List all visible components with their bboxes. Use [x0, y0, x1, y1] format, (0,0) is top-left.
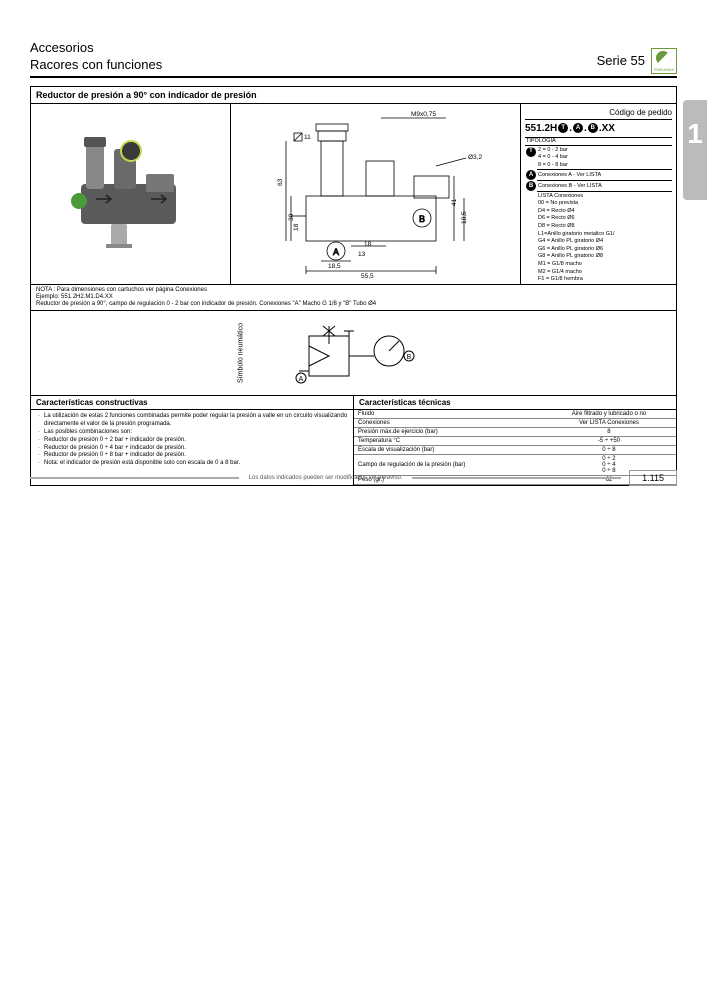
svg-text:18: 18 — [293, 224, 300, 232]
tipologia-header: TIPOLOGÍA — [525, 137, 672, 146]
lista-7: G8 = Anillo PL giratorio Ø8 — [537, 253, 672, 261]
const-2: Reductor de presión 0 ÷ 2 bar + indicado… — [44, 437, 348, 445]
svg-text:13: 13 — [358, 251, 366, 258]
page: 1 Accesorios Racores con funciones Serie… — [0, 0, 707, 506]
page-footer: Los datos indicados pueden ser modificad… — [30, 470, 677, 486]
lista-5: G4 = Anillo PL giratorio Ø4 — [537, 238, 672, 246]
order-code-panel: Código de pedido 551.2H T . A . B .XX TI… — [521, 104, 676, 284]
tr3c0: Temperatura °C — [354, 437, 542, 446]
svg-text:63: 63 — [277, 179, 284, 187]
page-number: 1.115 — [629, 470, 677, 486]
notes-row: NOTA : Para dimensiones con cartuchos ve… — [31, 284, 676, 311]
lista-8: M1 = G1/8 macho — [537, 261, 672, 269]
lista-3: D8 = Recto Ø8 — [537, 223, 672, 231]
product-photo — [56, 129, 206, 259]
order-table: TIPOLOGÍA T2 = 0 - 2 bar 4 = 0 - 4 bar 8… — [525, 137, 672, 284]
tr1c1: Ver LISTA Conexiones — [542, 419, 676, 428]
lista-0: 00 = No prevista — [537, 200, 672, 208]
pneumatic-symbol: A B — [279, 316, 429, 391]
footer-disclaimer: Los datos indicados pueden ser modificad… — [239, 475, 413, 481]
footer-line-right — [412, 477, 621, 479]
svg-text:18,5: 18,5 — [461, 211, 468, 224]
svg-text:Ø3,2: Ø3,2 — [468, 154, 482, 161]
constructive-list: La utilización de estas 2 funciones comb… — [31, 410, 353, 471]
svg-text:M9x0,75: M9x0,75 — [411, 111, 436, 118]
tr2c0: Presión máx.de ejercicio (bar) — [354, 428, 542, 437]
tip-0: 2 = 0 - 2 bar — [537, 146, 672, 154]
svg-text:18,5: 18,5 — [328, 263, 341, 270]
order-code: 551.2H T . A . B .XX — [525, 123, 672, 134]
code-sep1: . — [569, 123, 572, 134]
svg-text:B: B — [418, 214, 424, 224]
logo-text: PNEUMAX — [654, 68, 674, 72]
lista-header: LISTA Conexiones — [537, 192, 672, 200]
svg-text:41: 41 — [451, 199, 458, 207]
svg-text:30: 30 — [288, 214, 295, 222]
svg-text:18: 18 — [364, 241, 372, 248]
svg-text:A: A — [298, 376, 303, 383]
tr0c0: Fluido — [354, 410, 542, 419]
note-3: Reductor de presión a 90°, campo de regu… — [36, 301, 671, 308]
const-5: Nota: el indicador de presión está dispo… — [44, 460, 348, 468]
section-title: Reductor de presión a 90° con indicador … — [30, 86, 677, 103]
note-1: NOTA : Para dimensiones con cartuchos ve… — [36, 287, 671, 294]
series-label: Serie 55 — [597, 53, 645, 68]
symbol-label: Símbolo neumático — [237, 323, 244, 383]
tip-1: 4 = 0 - 4 bar — [537, 154, 672, 162]
content-box: A B — [30, 103, 677, 487]
lista-2: D6 = Recto Ø6 — [537, 215, 672, 223]
svg-text:B: B — [406, 354, 411, 361]
const-3: Reductor de presión 0 ÷ 4 bar + indicado… — [44, 445, 348, 453]
code-sep2: . — [584, 123, 587, 134]
section-tab: 1 — [683, 100, 707, 200]
header-titles: Accesorios Racores con funciones — [30, 40, 162, 74]
conexB-header: Conexiones B - Ver LISTA — [537, 181, 672, 192]
product-photo-area — [31, 104, 231, 284]
tr0c1: Aire filtrado y lubricado o no — [542, 410, 676, 419]
page-header: Accesorios Racores con funciones Serie 5… — [30, 40, 677, 78]
code-b-icon: B — [588, 123, 598, 133]
code-suffix: .XX — [599, 123, 615, 134]
const-4: Reductor de presión 0 ÷ 8 bar + indicado… — [44, 452, 348, 460]
const-0: La utilización de estas 2 funciones comb… — [44, 413, 348, 429]
svg-text:55,5: 55,5 — [361, 273, 374, 280]
header-line2: Racores con funciones — [30, 57, 162, 74]
pneumatic-symbol-row: Símbolo neumático A — [31, 310, 676, 395]
svg-text:11: 11 — [304, 134, 311, 141]
order-title: Código de pedido — [525, 108, 672, 120]
lista-6: G6 = Anillo PL giratorio Ø6 — [537, 245, 672, 253]
tr2c1: 8 — [542, 428, 676, 437]
const-1: Las posibles combinaciones son: — [44, 429, 348, 437]
svg-text:A: A — [332, 247, 338, 257]
tr4c0: Escala de visualización (bar) — [354, 446, 542, 455]
tr1c0: Conexiones — [354, 419, 542, 428]
constructive-header: Características constructivas — [31, 396, 353, 410]
lista-9: M2 = G1/4 macho — [537, 268, 672, 276]
a-indicator: A — [526, 170, 536, 180]
technical-diagram: A B — [236, 106, 516, 281]
lista-4: L1=Anillo giratorio metalico G1/ — [537, 230, 672, 238]
technical-diagram-area: A B — [231, 104, 521, 284]
tab-number: 1 — [687, 118, 703, 150]
code-a-icon: A — [573, 123, 583, 133]
tr3c1: -5 ÷ +50 — [542, 437, 676, 446]
tr4c1: 0 ÷ 8 — [542, 446, 676, 455]
technical-header: Características técnicas — [354, 396, 676, 410]
brand-logo: PNEUMAX — [651, 48, 677, 74]
header-line1: Accesorios — [30, 40, 162, 57]
code-prefix: 551.2H — [525, 123, 557, 134]
t-indicator: T — [526, 147, 536, 157]
code-t-icon: T — [558, 123, 568, 133]
footer-line-left — [30, 477, 239, 479]
lista-1: D4 = Recto Ø4 — [537, 207, 672, 215]
note-2: Ejemplo: 551.2H2.M1.D4.XX — [36, 294, 671, 301]
conexA-header: Conexiones A - Ver LISTA — [537, 170, 672, 181]
tip-2: 8 = 0 - 8 bar — [537, 162, 672, 170]
lista-10: F1 = G1/8 hembra — [537, 276, 672, 284]
b-indicator: B — [526, 181, 536, 191]
header-right: Serie 55 PNEUMAX — [597, 48, 677, 74]
